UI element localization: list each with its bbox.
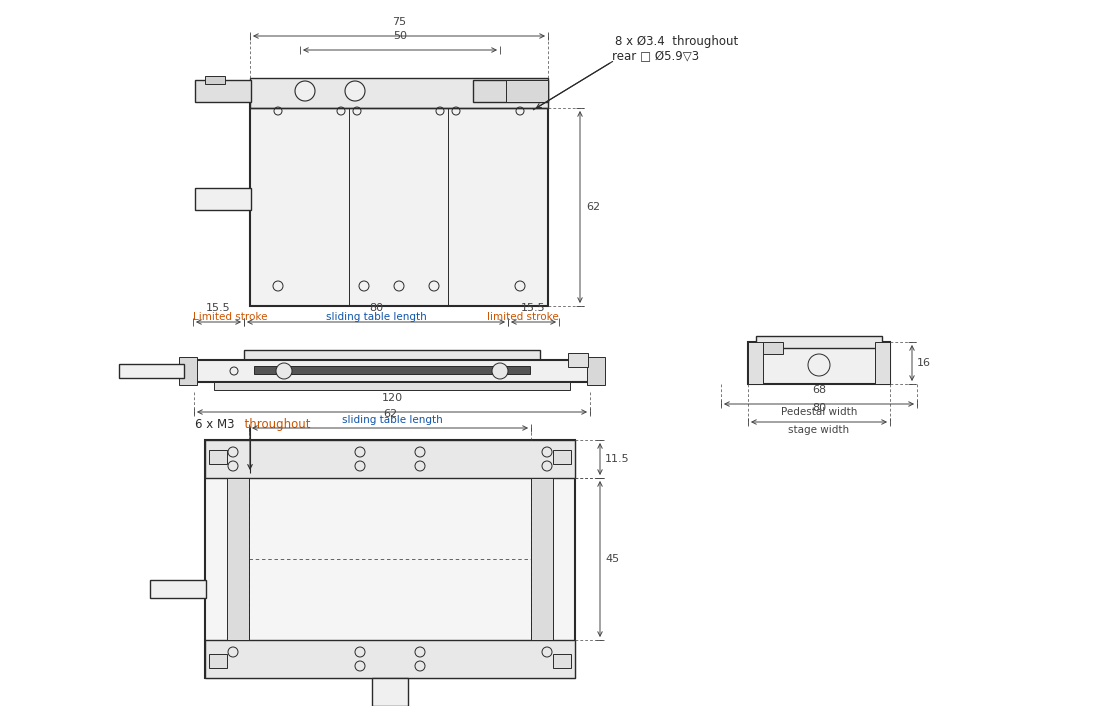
- Text: Pedestal width: Pedestal width: [781, 407, 857, 417]
- Text: limited stroke: limited stroke: [487, 312, 559, 322]
- Bar: [568, 353, 588, 367]
- Bar: [214, 382, 570, 390]
- Text: sliding table length: sliding table length: [325, 312, 427, 322]
- Bar: [195, 80, 251, 102]
- Text: rear □ Ø5.9▽3: rear □ Ø5.9▽3: [612, 49, 700, 62]
- Text: 75: 75: [392, 17, 407, 27]
- Bar: [150, 580, 206, 598]
- Bar: [205, 640, 575, 678]
- Text: 45: 45: [605, 554, 619, 564]
- Bar: [473, 80, 548, 102]
- Bar: [874, 342, 890, 384]
- Bar: [254, 366, 530, 374]
- Text: stage width: stage width: [789, 425, 850, 435]
- Bar: [179, 357, 197, 385]
- Bar: [205, 76, 225, 84]
- Text: 120: 120: [381, 393, 402, 403]
- Bar: [372, 678, 408, 706]
- Bar: [756, 336, 882, 348]
- Bar: [587, 357, 605, 385]
- Text: 68: 68: [812, 385, 827, 395]
- Bar: [195, 188, 251, 210]
- Circle shape: [295, 81, 315, 101]
- Text: 50: 50: [393, 31, 407, 41]
- Text: throughout: throughout: [237, 418, 311, 431]
- Bar: [763, 342, 783, 354]
- Circle shape: [276, 363, 292, 379]
- Text: sliding table length: sliding table length: [342, 415, 442, 425]
- Text: 8 x Ø3.4  throughout: 8 x Ø3.4 throughout: [615, 35, 739, 48]
- Bar: [553, 450, 571, 464]
- Text: 6 x M3: 6 x M3: [195, 418, 235, 431]
- Bar: [553, 654, 571, 668]
- Bar: [531, 478, 553, 640]
- Text: 80: 80: [369, 303, 383, 313]
- Bar: [747, 342, 890, 384]
- Text: 11.5: 11.5: [605, 454, 629, 464]
- Bar: [250, 96, 548, 306]
- Bar: [227, 478, 250, 640]
- Text: Limited stroke: Limited stroke: [193, 312, 267, 322]
- Text: 62: 62: [383, 409, 397, 419]
- Text: 16: 16: [917, 358, 931, 368]
- Bar: [250, 78, 548, 108]
- Circle shape: [492, 363, 508, 379]
- Bar: [205, 440, 575, 678]
- Text: 15.5: 15.5: [206, 303, 231, 313]
- Text: 80: 80: [812, 403, 827, 413]
- Circle shape: [345, 81, 365, 101]
- Bar: [119, 364, 184, 378]
- Bar: [506, 80, 548, 102]
- Bar: [209, 450, 227, 464]
- Bar: [209, 654, 227, 668]
- Bar: [244, 350, 540, 360]
- Text: 15.5: 15.5: [521, 303, 546, 313]
- Bar: [205, 440, 575, 478]
- Text: 62: 62: [586, 202, 600, 212]
- Bar: [194, 360, 590, 382]
- Bar: [747, 342, 763, 384]
